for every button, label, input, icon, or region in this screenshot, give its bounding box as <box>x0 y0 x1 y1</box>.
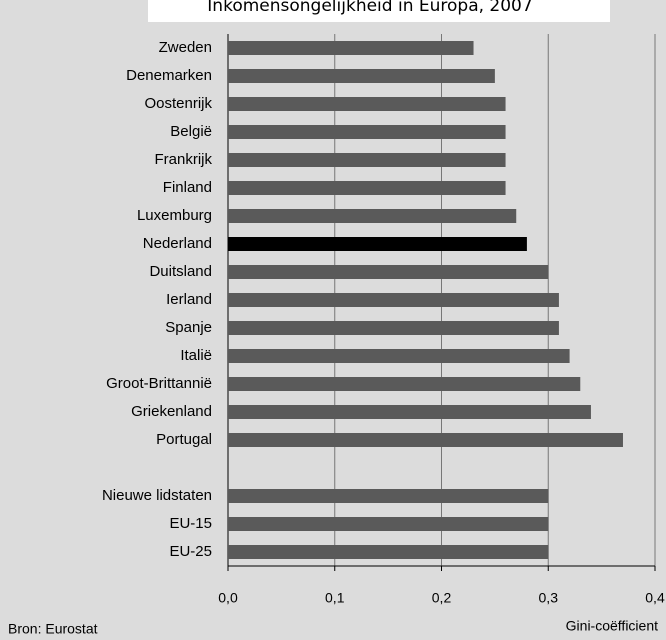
x-tick-label: 0,1 <box>325 590 345 606</box>
y-tick-label: Finland <box>163 179 212 196</box>
y-tick-label: Ierland <box>166 291 212 308</box>
y-tick-label: Duitsland <box>149 263 212 280</box>
bar <box>228 41 474 55</box>
bar <box>228 237 527 251</box>
y-tick-label: Nieuwe lidstaten <box>102 487 212 504</box>
bar <box>228 69 495 83</box>
bar <box>228 545 549 559</box>
x-axis-label: Gini-coëfficient <box>566 618 658 634</box>
y-tick-label: Portugal <box>156 431 212 448</box>
y-tick-label: Denemarken <box>126 67 212 84</box>
bar <box>228 349 570 363</box>
bar <box>228 405 591 419</box>
title-box <box>148 0 610 22</box>
y-tick-label: België <box>170 123 212 140</box>
bar <box>228 433 623 447</box>
x-tick-label: 0,4 <box>645 590 665 606</box>
bar <box>228 125 506 139</box>
bar <box>228 377 581 391</box>
y-tick-label: Spanje <box>165 319 212 336</box>
y-tick-label: Luxemburg <box>137 207 212 224</box>
x-tick-label: 0,3 <box>539 590 559 606</box>
bar <box>228 153 506 167</box>
y-tick-label: Griekenland <box>131 403 212 420</box>
bar <box>228 97 506 111</box>
y-tick-label: Zweden <box>159 39 212 56</box>
chart-title: Inkomensongelijkheid in Europa, 2007 <box>207 0 532 16</box>
bar <box>228 181 506 195</box>
y-tick-label: Frankrijk <box>154 151 212 168</box>
y-tick-label: Italië <box>180 347 212 364</box>
x-tick-label: 0,0 <box>218 590 238 606</box>
y-tick-label: EU-15 <box>169 515 212 532</box>
bar <box>228 517 549 531</box>
bar <box>228 209 517 223</box>
bar <box>228 489 549 503</box>
source: Bron: Eurostat <box>8 621 98 637</box>
x-tick-label: 0,2 <box>432 590 452 606</box>
y-tick-label: Groot-Brittannië <box>106 375 212 392</box>
bar <box>228 321 559 335</box>
bar <box>228 265 549 279</box>
y-tick-label: EU-25 <box>169 543 212 560</box>
y-tick-label: Nederland <box>143 235 212 252</box>
bar <box>228 293 559 307</box>
y-tick-label: Oostenrijk <box>144 95 212 112</box>
